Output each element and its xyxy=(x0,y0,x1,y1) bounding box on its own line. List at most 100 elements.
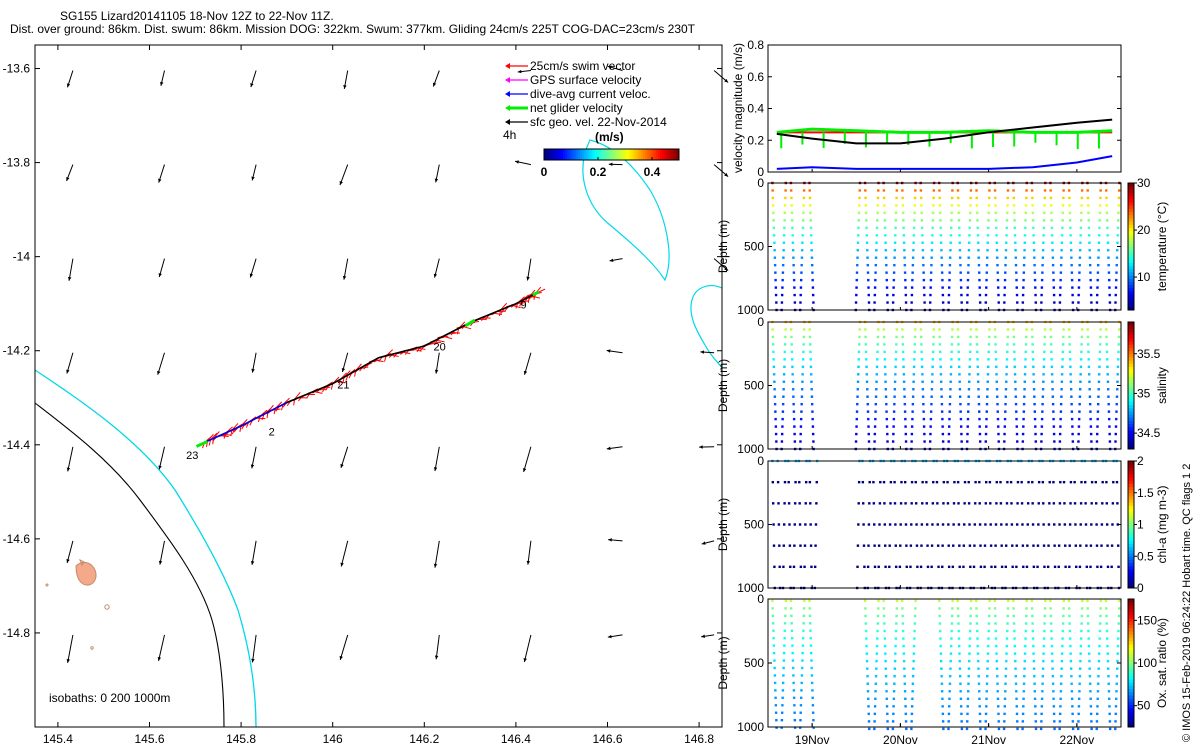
profile-dot xyxy=(948,402,952,406)
profile-dot xyxy=(968,644,971,648)
profile-dot xyxy=(1043,622,1046,625)
profile-dot xyxy=(799,432,802,436)
profile-dot xyxy=(772,644,776,647)
profile-dot xyxy=(1012,599,1015,603)
profile-dot xyxy=(1006,480,1009,484)
profile-dot xyxy=(812,301,815,304)
geo-vector-arrow xyxy=(527,258,532,281)
profile-dot xyxy=(1057,544,1061,547)
profile-dot xyxy=(884,234,887,237)
profile-dot xyxy=(856,388,859,391)
profile-colorbar-cell xyxy=(1128,568,1134,573)
profile-dot xyxy=(775,301,778,304)
profile-colorbar-cell xyxy=(1128,249,1134,254)
profile-dot xyxy=(1015,417,1018,421)
profile-dot xyxy=(784,196,787,200)
profile-dot xyxy=(921,395,925,398)
profile-dot xyxy=(958,241,961,244)
profile-dot xyxy=(867,720,871,723)
profile-dot xyxy=(774,286,778,289)
profile-dot xyxy=(866,249,869,252)
profile-dot xyxy=(1078,263,1081,267)
profile-dot xyxy=(1022,565,1025,569)
profile-dot xyxy=(957,196,960,200)
profile-dot xyxy=(801,659,804,662)
profile-dot xyxy=(903,675,906,678)
profile-dot xyxy=(948,417,951,421)
profile-dot xyxy=(1116,502,1119,505)
profile-dot xyxy=(855,271,859,274)
profile-dot xyxy=(976,226,979,230)
profile-dot xyxy=(958,565,961,569)
profile-colorbar-cell xyxy=(1128,221,1134,225)
profile-dot xyxy=(989,544,993,547)
colorbar-cell xyxy=(548,149,551,160)
profile-dot xyxy=(1005,637,1009,640)
profile-dot xyxy=(1049,343,1053,346)
colorbar-cell xyxy=(609,149,612,160)
profile-dot xyxy=(995,380,998,383)
profile-dot xyxy=(914,189,917,192)
geo-vector-arrow xyxy=(158,446,165,470)
profile-dot xyxy=(1101,480,1104,484)
profile-dot xyxy=(957,502,960,505)
profile-dot xyxy=(994,614,997,618)
profile-dot xyxy=(775,440,778,443)
profile-dot xyxy=(1099,328,1102,331)
isobath-200m xyxy=(34,369,257,728)
profile-dot xyxy=(985,271,988,274)
profile-dot xyxy=(969,328,973,331)
colorbar-cell xyxy=(660,149,663,160)
profile-dot xyxy=(809,365,813,369)
profile-dot xyxy=(1032,380,1036,383)
profile-dot xyxy=(978,523,982,526)
geo-vector-arrowhead xyxy=(160,81,164,86)
profile-dot xyxy=(904,697,907,701)
profile-dot xyxy=(1042,234,1045,237)
profile-dot xyxy=(967,395,970,398)
profile-colorbar-cell xyxy=(1128,521,1134,525)
profile-dot xyxy=(865,234,868,237)
geo-vector-arrowhead xyxy=(433,273,438,278)
profile-dot xyxy=(940,388,943,391)
profile-dot xyxy=(788,523,791,526)
profile-dot xyxy=(865,219,868,222)
profile-dot xyxy=(1033,675,1036,678)
profile-dot xyxy=(1021,293,1025,297)
colorbar-cell xyxy=(550,149,553,160)
profile-dot xyxy=(950,335,954,339)
profile-dot xyxy=(984,301,987,304)
profile-dot xyxy=(997,286,1000,289)
profile-dot xyxy=(809,219,812,222)
profile-dot xyxy=(902,637,905,640)
profile-dot xyxy=(1068,343,1071,346)
profile-colorbar-cell xyxy=(1128,611,1134,616)
profile-dot xyxy=(1068,219,1072,222)
profile-dot xyxy=(947,720,950,723)
profile-dot xyxy=(923,432,926,436)
colorbar-cell xyxy=(552,149,556,160)
geo-vector-arrow xyxy=(527,540,532,565)
profile-dot xyxy=(950,637,953,640)
profile-dot xyxy=(1013,358,1016,361)
profile-dot xyxy=(884,667,888,670)
profile-colorbar-cell xyxy=(1128,486,1134,491)
profile-dot xyxy=(1088,380,1091,383)
profile-dot xyxy=(966,712,969,716)
profile-dot xyxy=(1015,286,1018,289)
profile-dot xyxy=(1050,629,1053,633)
profile-dot xyxy=(1090,440,1093,443)
profile-dot xyxy=(1033,395,1036,398)
profile-dot xyxy=(940,682,944,685)
geo-vector-arrowhead xyxy=(724,266,729,271)
profile-dot xyxy=(1097,234,1101,237)
profile-dot xyxy=(901,204,905,207)
profile-dot xyxy=(948,675,952,678)
profile-colorbar-cell xyxy=(1128,271,1134,276)
profile-dot xyxy=(941,301,945,304)
profile-dot xyxy=(1107,697,1111,701)
velocity-y-tick-label: 0.4 xyxy=(747,102,764,116)
profile-dot xyxy=(884,249,888,252)
profile-dot xyxy=(902,234,906,237)
profile-dot xyxy=(1099,565,1103,569)
